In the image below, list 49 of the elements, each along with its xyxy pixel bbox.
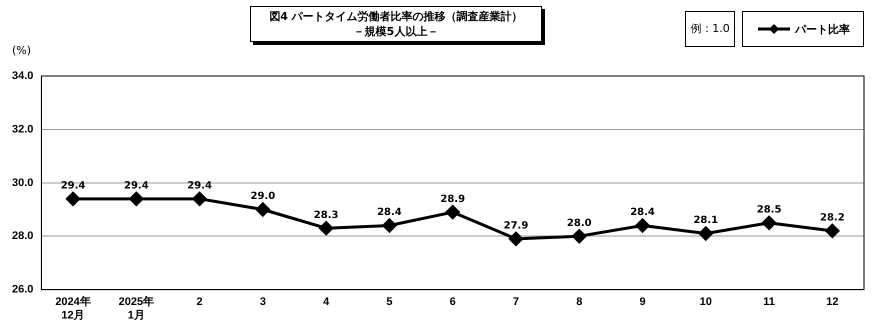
x-tick-label: 5 [386,296,392,308]
data-label: 28.4 [377,207,402,218]
x-tick-label: 4 [323,296,330,308]
point [636,218,650,233]
point [508,232,523,246]
y-tick-label: 26.0 [12,284,34,296]
chart-subtitle: －規模5人以上－ [352,24,440,39]
point [446,205,460,220]
chart-title: 図4 パートタイム労働者比率の推移（調査産業計） [268,9,524,24]
point [698,226,713,241]
x-tick-label: 11 [763,296,775,308]
x-tick-label: 6 [450,296,456,308]
data-label: 29.4 [60,180,86,192]
y-tick-label: 34.0 [12,70,34,82]
x-tick-label: 2024年 12月 [55,295,91,322]
data-label: 29.0 [250,191,276,202]
x-tick-label: 12 [826,296,838,308]
point [256,202,270,216]
point [129,192,144,206]
x-tick-label: 7 [512,296,520,308]
y-axis-title: (%) [12,44,32,57]
point [382,218,396,233]
data-label: 29.4 [187,180,212,192]
data-label: 29.4 [124,180,149,192]
x-tick-label: 3 [260,296,266,308]
point [66,192,80,206]
y-tick-label: 32.0 [12,123,34,136]
data-label: 28.2 [820,212,845,224]
data-label: 28.5 [756,204,782,216]
data-label: 28.9 [440,194,466,205]
y-tick-label: 30.0 [12,176,34,189]
data-label: 28.3 [314,210,339,221]
data-label: 28.0 [566,218,592,229]
data-label: 28.4 [630,207,655,218]
x-tick-label: 2 [196,296,203,308]
data-label: 27.9 [504,220,528,232]
y-tick-label: 28.0 [12,230,34,242]
point [319,221,334,236]
x-tick-label: 10 [700,296,712,308]
point [825,224,840,238]
x-tick-label: 9 [639,296,646,308]
x-tick-label: 8 [576,296,582,308]
text: 例：1.0 [685,11,735,47]
point [192,192,207,206]
legend-label: パート比率 [795,22,850,36]
point [762,216,776,230]
data-label: 28.1 [693,215,718,226]
x-tick-label: 2025年 1月 [118,295,154,322]
point [572,229,586,244]
